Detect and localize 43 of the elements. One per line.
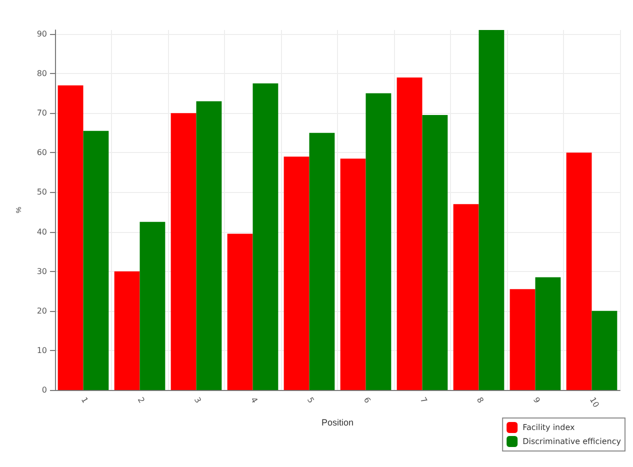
- bar: [340, 158, 366, 390]
- y-tick-label: 0: [42, 386, 47, 394]
- bar: [196, 101, 222, 390]
- x-tick-label: 2: [136, 396, 146, 405]
- x-tick-label: 5: [305, 396, 316, 405]
- bar: [535, 277, 561, 390]
- bar: [284, 156, 310, 390]
- bar: [566, 152, 592, 390]
- bar: [422, 115, 448, 390]
- bar: [58, 85, 84, 390]
- y-tick-label: 20: [36, 306, 47, 316]
- bar: [592, 310, 618, 390]
- bar: [114, 271, 140, 390]
- x-tick-label: 10: [588, 396, 601, 410]
- bar: [366, 93, 392, 390]
- y-tick-label: 40: [36, 227, 47, 236]
- bar: [83, 130, 109, 390]
- y-tick-label: 80: [36, 69, 47, 78]
- bar: [170, 113, 196, 390]
- x-tick-label: 4: [248, 396, 260, 405]
- x-axis-title: Position: [321, 418, 354, 428]
- bar: [252, 83, 278, 390]
- y-tick-label: 50: [36, 188, 47, 197]
- legend-label: Discriminative efficiency: [522, 437, 622, 446]
- x-tick-label: 7: [418, 396, 429, 405]
- legend-label: Facility index: [522, 423, 575, 432]
- bar: [453, 204, 479, 390]
- x-tick-label: 3: [192, 396, 203, 405]
- y-tick-label: 70: [36, 108, 47, 118]
- bar: [510, 289, 536, 390]
- x-tick-label: 8: [474, 396, 486, 405]
- y-tick-label: 30: [36, 266, 47, 276]
- bar: [309, 132, 335, 390]
- x-tick-label: 6: [362, 396, 372, 405]
- x-tick-label: 1: [79, 396, 90, 405]
- bar: [227, 234, 253, 390]
- x-tick-label: 9: [531, 396, 542, 405]
- bar: [396, 77, 422, 390]
- y-tick-label: 60: [36, 148, 47, 158]
- bar: [140, 222, 166, 390]
- y-tick-label: 90: [36, 29, 47, 38]
- y-tick-label: 10: [36, 346, 47, 355]
- bar: [478, 30, 504, 390]
